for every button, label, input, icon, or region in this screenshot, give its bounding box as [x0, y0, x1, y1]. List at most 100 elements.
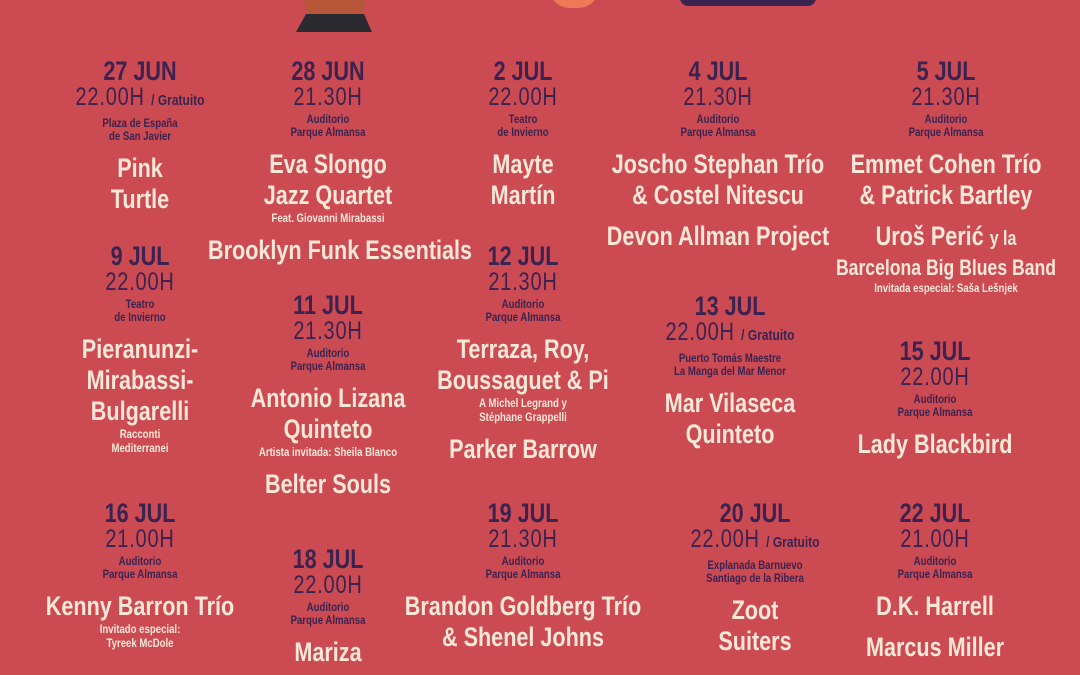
venue-line: Auditorio	[924, 112, 968, 126]
free-entry-label: / Gratuito	[151, 92, 205, 109]
event-venue: Auditorio Parque Almansa	[208, 347, 448, 373]
event-time: 22.00H	[20, 269, 260, 295]
event-block: 16 JUL 21.00H Auditorio Parque Almansa Kenny…	[20, 500, 260, 651]
artist-name: Boussaguet & Pi	[437, 365, 609, 395]
artist-note: Feat. Giovanni Mirabassi	[271, 211, 385, 225]
artist-name: Eva Slongo	[269, 149, 387, 179]
venue-line: Auditorio	[696, 112, 740, 126]
event-time: 22.00H	[403, 84, 643, 110]
venue-line: Parque Almansa	[290, 125, 366, 139]
artist-group: Devon Allman Project	[598, 221, 838, 252]
venue-line: Parque Almansa	[897, 567, 973, 581]
artist-group: Pieranunzi- Mirabassi- Bulgarelli Racconti M…	[20, 334, 260, 455]
event-venue: Auditorio Parque Almansa	[208, 601, 448, 627]
event-block: 28 JUN 21.30H Auditorio Parque Almansa Eva S…	[208, 58, 472, 266]
event-venue: Explanada Barnuevo Santiago de la Ribera	[635, 559, 875, 585]
event-venue: Auditorio Parque Almansa	[826, 113, 1066, 139]
artist-group: Mar Vilaseca Quinteto	[610, 388, 850, 450]
artist-group: Brandon Goldberg Trío & Shenel Johns	[403, 591, 643, 653]
venue-line: Auditorio	[913, 392, 957, 406]
artist-name: Devon Allman Project	[606, 221, 830, 251]
event-venue: Auditorio Parque Almansa	[403, 298, 643, 324]
artist-name: Emmet Cohen Trío	[850, 149, 1042, 179]
venue-line: Auditorio	[306, 346, 350, 360]
venue-line: Parque Almansa	[485, 310, 561, 324]
artist-name: Quinteto	[685, 419, 775, 449]
venue-line: Auditorio	[306, 600, 350, 614]
event-block: 27 JUN 22.00H / Gratuito Plaza de España de…	[20, 58, 260, 215]
artist-name: Lady Blackbird	[857, 429, 1013, 459]
venue-line: Puerto Tomás Maestre	[678, 351, 782, 365]
artist-group: Antonio Lizana Quinteto Artista invitada: …	[208, 383, 448, 459]
event-time: 21.00H	[815, 526, 1055, 552]
event-time-value: 22.00H	[690, 525, 760, 553]
event-block: 20 JUL 22.00H / Gratuito Explanada Barnuev…	[635, 500, 875, 657]
event-time-value: 21.30H	[911, 83, 981, 111]
event-time: 21.30H	[208, 84, 448, 110]
event-date: 18 JUL	[292, 544, 364, 574]
artist-group: Emmet Cohen Trío & Patrick Bartley	[826, 149, 1066, 211]
artist-name: Terraza, Roy,	[456, 334, 590, 364]
event-venue: Auditorio Parque Almansa	[208, 113, 448, 139]
event-date: 15 JUL	[899, 336, 971, 366]
venue-line: Parque Almansa	[290, 359, 366, 373]
artist-group: Marcus Miller	[815, 632, 1055, 663]
poster-illustration-figure	[296, 0, 372, 32]
artist-note: Invitada especial: Saša Lešnjek	[874, 281, 1018, 295]
event-time-value: 22.00H	[105, 268, 175, 296]
artist-name: Mirabassi-	[86, 365, 194, 395]
artist-note: A Michel Legrand y	[479, 396, 567, 410]
artist-name: & Costel Nitescu	[632, 180, 804, 210]
venue-line: Parque Almansa	[290, 613, 366, 627]
artist-group: Uroš Perić y la Barcelona Big Blues Band I…	[826, 221, 1066, 295]
event-time: 22.00H / Gratuito	[20, 84, 260, 114]
artist-group: Mariza	[208, 637, 448, 668]
event-time-value: 22.00H	[900, 363, 970, 391]
event-date: 20 JUL	[719, 498, 791, 528]
artist-name: Suiters	[718, 626, 792, 656]
event-time-value: 22.00H	[665, 318, 735, 346]
artist-group: Parker Barrow	[403, 434, 643, 465]
artist-name: Quinteto	[283, 414, 373, 444]
artist-note: Tyreek McDole	[106, 636, 174, 650]
event-date: 4 JUL	[688, 56, 748, 86]
event-time: 21.30H	[403, 526, 643, 552]
venue-line: de Invierno	[497, 125, 549, 139]
venue-line: Auditorio	[501, 554, 545, 568]
event-date: 2 JUL	[493, 56, 553, 86]
artist-name: Pieranunzi-	[81, 334, 199, 364]
venue-line: Parque Almansa	[102, 567, 178, 581]
event-time-value: 21.00H	[105, 525, 175, 553]
artist-name: Mayte	[492, 149, 554, 179]
event-venue: Auditorio Parque Almansa	[815, 555, 1055, 581]
event-time-value: 21.30H	[293, 317, 363, 345]
artist-group: Mayte Martín	[403, 149, 643, 211]
event-block: 4 JUL 21.30H Auditorio Parque Almansa Joscho…	[598, 58, 838, 252]
event-venue: Plaza de España de San Javier	[20, 117, 260, 143]
event-block: 19 JUL 21.30H Auditorio Parque Almansa Brand…	[403, 500, 643, 653]
venue-line: Auditorio	[118, 554, 162, 568]
artist-group: Brooklyn Funk Essentials	[208, 235, 472, 266]
artist-note: Artista invitada: Sheila Blanco	[258, 445, 398, 459]
event-venue: Auditorio Parque Almansa	[598, 113, 838, 139]
free-entry-label: / Gratuito	[766, 534, 820, 551]
artist-name: Martín	[490, 180, 556, 210]
event-date: 9 JUL	[110, 241, 170, 271]
venue-line: Parque Almansa	[680, 125, 756, 139]
event-block: 2 JUL 22.00H Teatro de Invierno Mayte Martín	[403, 58, 643, 211]
event-date: 27 JUN	[103, 56, 177, 86]
event-date: 5 JUL	[916, 56, 976, 86]
artist-name: Mar Vilaseca	[664, 388, 796, 418]
event-time: 21.30H	[208, 318, 448, 344]
artist-name: Bulgarelli	[90, 396, 190, 426]
venue-line: de San Javier	[109, 129, 171, 143]
event-venue: Auditorio Parque Almansa	[403, 555, 643, 581]
artist-note: Mediterranei	[111, 441, 169, 455]
artist-name: Kenny Barron Trío	[45, 591, 235, 621]
festival-logo	[680, 0, 816, 6]
event-block: 9 JUL 22.00H Teatro de Invierno Pieranunzi- M…	[20, 241, 260, 456]
artist-conjunction: y la	[989, 228, 1017, 250]
venue-line: de Invierno	[114, 310, 166, 324]
artist-name: Mariza	[294, 637, 362, 667]
venue-line: Parque Almansa	[897, 405, 973, 419]
